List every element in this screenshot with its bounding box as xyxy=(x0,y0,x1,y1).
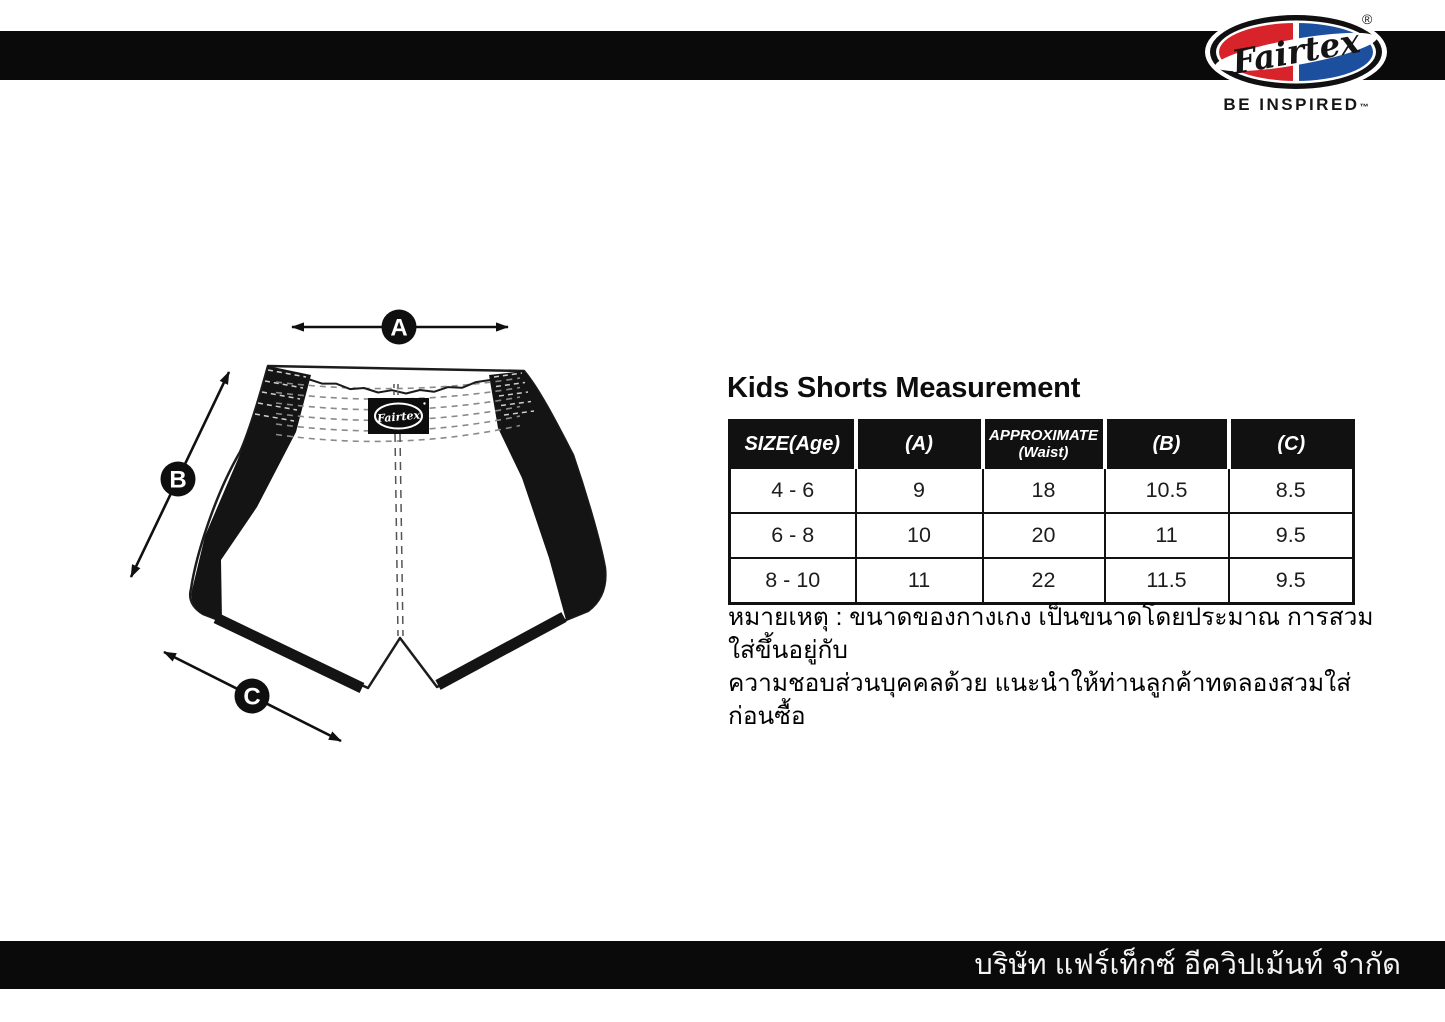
cell-waist: 18 xyxy=(981,466,1106,514)
waistband-label: Fairtex xyxy=(368,398,429,434)
header-c: (C) xyxy=(1226,420,1354,469)
cell-size: 6 - 8 xyxy=(728,512,857,559)
right-side-panel xyxy=(489,371,606,620)
cell-b: 11 xyxy=(1103,512,1230,559)
label-circle-b xyxy=(160,461,196,497)
brand-tagline: BE INSPIRED™ xyxy=(1200,95,1392,115)
header-approx-waist: APPROXIMATE (Waist) xyxy=(980,420,1105,469)
cell-b: 11.5 xyxy=(1103,557,1230,605)
header-approx-line1: APPROXIMATE xyxy=(989,426,1098,444)
right-hem-trim xyxy=(435,612,567,690)
waistband-top-edge xyxy=(307,378,491,395)
header-b: (B) xyxy=(1102,420,1229,469)
cell-size: 8 - 10 xyxy=(728,557,857,605)
size-note-line1: หมายเหตุ : ขนาดของกางเกง เป็นขนาดโดยประม… xyxy=(728,604,1374,664)
section-title: Kids Shorts Measurement xyxy=(727,372,1081,404)
measure-arrow-a: A xyxy=(291,309,509,345)
size-measurement-table: SIZE(Age) (A) APPROXIMATE (Waist) (B) (C… xyxy=(728,419,1355,605)
cell-c: 8.5 xyxy=(1227,466,1355,514)
label-a: A xyxy=(390,315,407,342)
registered-trademark-symbol: ® xyxy=(1362,11,1373,27)
company-name: บริษัท แฟร์เท็กซ์ อีควิปเม้นท์ จำกัด xyxy=(974,949,1401,981)
header-a: (A) xyxy=(853,420,983,469)
label-c: C xyxy=(243,684,260,711)
measure-arrow-c: C xyxy=(163,650,342,743)
center-fly-stitch xyxy=(393,384,404,637)
table-row: 4 - 6 9 18 10.5 8.5 xyxy=(728,466,1355,514)
cell-a: 9 xyxy=(854,466,984,514)
fairtex-logo-icon: Fairtex xyxy=(1205,11,1387,93)
cell-size: 4 - 6 xyxy=(728,466,857,514)
logo-white-band xyxy=(1215,32,1377,72)
size-note-line2: ความชอบส่วนบุคคลด้วย แนะนำให้ท่านลูกค้าท… xyxy=(728,670,1352,730)
table-header-row: SIZE(Age) (A) APPROXIMATE (Waist) (B) (C… xyxy=(729,420,1354,469)
measure-arrow-b: B xyxy=(129,371,231,578)
cell-b: 10.5 xyxy=(1103,466,1230,514)
cell-waist: 20 xyxy=(981,512,1106,559)
cell-c: 9.5 xyxy=(1227,512,1355,559)
cell-a: 10 xyxy=(854,512,984,559)
header-size-age: SIZE(Age) xyxy=(729,420,856,469)
table-row: 6 - 8 10 20 11 9.5 xyxy=(728,512,1355,559)
cell-waist: 22 xyxy=(981,557,1106,605)
label-circle-a xyxy=(381,309,417,345)
waistband-label-text: Fairtex xyxy=(376,409,421,426)
cell-c: 9.5 xyxy=(1227,557,1355,605)
elastic-stitch-rows xyxy=(254,369,535,422)
shorts-measurement-diagram: Fairtex A B C xyxy=(129,309,607,743)
header-approx-line2: (Waist) xyxy=(1018,444,1069,461)
cell-a: 11 xyxy=(854,557,984,605)
size-note: หมายเหตุ : ขนาดของกางเกง เป็นขนาดโดยประม… xyxy=(728,601,1388,733)
trademark-symbol: ™ xyxy=(1359,102,1369,112)
label-circle-c xyxy=(234,678,270,714)
label-b: B xyxy=(169,467,186,494)
tagline-text: BE INSPIRED xyxy=(1223,95,1360,114)
top-bar xyxy=(0,31,1445,80)
table-row: 8 - 10 11 22 11.5 9.5 xyxy=(728,557,1355,605)
bottom-bar: บริษัท แฟร์เท็กซ์ อีควิปเม้นท์ จำกัด xyxy=(0,941,1445,989)
